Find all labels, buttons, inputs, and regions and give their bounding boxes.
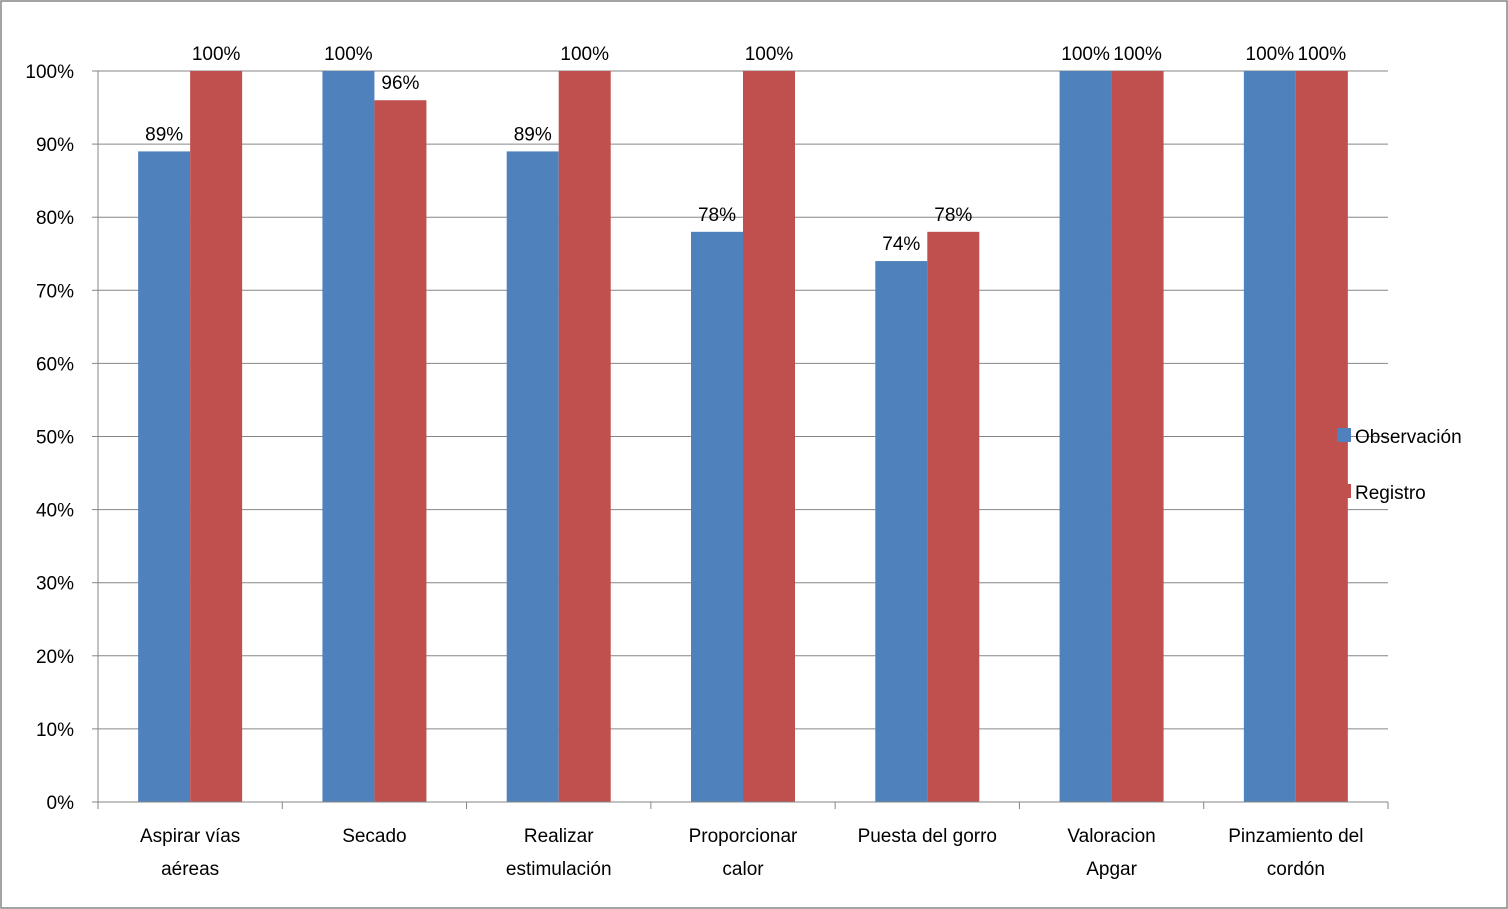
- legend-swatch: [1337, 428, 1351, 442]
- legend-label: Registro: [1355, 483, 1426, 504]
- y-tick-label: 90%: [36, 135, 74, 156]
- data-label: 100%: [1113, 44, 1162, 65]
- y-axis-tick-labels: 0% 10% 20% 30% 40% 50% 60% 70% 80% 90% 100%: [25, 62, 74, 814]
- bar-observacion: [506, 151, 559, 802]
- bar-observacion: [875, 261, 928, 802]
- data-label: 96%: [381, 73, 419, 94]
- data-label: 100%: [1246, 44, 1295, 65]
- axes: [92, 70, 1389, 809]
- bar-registro: [1111, 71, 1164, 802]
- bar-observacion: [322, 71, 375, 802]
- x-category-label: Aspirar vías aéreas: [140, 826, 240, 880]
- y-tick-label: 100%: [25, 62, 74, 83]
- data-label: 89%: [514, 124, 552, 145]
- x-category-label: Proporcionar calor: [689, 826, 798, 880]
- y-tick-label: 20%: [36, 647, 74, 668]
- data-label: 78%: [698, 205, 736, 226]
- bar-registro: [190, 71, 243, 802]
- data-label: 100%: [192, 44, 241, 65]
- bars: [138, 71, 1348, 803]
- data-label: 100%: [560, 44, 609, 65]
- data-label: 100%: [324, 44, 373, 65]
- data-labels: 89%100% 100%96%89%100%78%100%74%78%100% 10…: [145, 44, 1346, 255]
- x-category-label: Puesta del gorro: [858, 826, 997, 847]
- bar-registro: [374, 100, 427, 803]
- bar-registro: [558, 71, 611, 802]
- y-tick-label: 30%: [36, 574, 74, 595]
- data-label: 78%: [934, 205, 972, 226]
- bar-registro: [743, 71, 795, 802]
- bar-observacion: [138, 151, 191, 802]
- legend: Observación Registro: [1337, 427, 1462, 504]
- y-tick-label: 80%: [36, 208, 74, 229]
- data-label: 89%: [145, 124, 183, 145]
- x-category-label: Secado: [342, 826, 406, 847]
- y-tick-label: 60%: [36, 354, 74, 375]
- y-tick-label: 70%: [36, 281, 74, 302]
- x-category-label: Realizar estimulación: [506, 826, 612, 880]
- x-axis-category-labels: Aspirar vías aéreas Secado Realizar estimula…: [140, 826, 1363, 880]
- data-label: 100%: [1298, 44, 1347, 65]
- data-label: 100%: [1061, 44, 1110, 65]
- data-label: 74%: [882, 234, 920, 255]
- bar-observacion: [691, 231, 743, 802]
- y-tick-label: 0%: [47, 793, 75, 814]
- y-tick-label: 10%: [36, 720, 74, 741]
- y-tick-label: 40%: [36, 501, 74, 522]
- bar-registro: [927, 231, 980, 802]
- bar-observacion: [1243, 71, 1296, 802]
- data-label: 100%: [745, 44, 794, 65]
- x-category-label: Valoracion Apgar: [1067, 826, 1155, 880]
- x-category-label: Pinzamiento del cordón: [1228, 826, 1363, 880]
- y-tick-label: 50%: [36, 428, 74, 449]
- bar-observacion: [1059, 71, 1112, 802]
- legend-label: Observación: [1355, 427, 1462, 448]
- legend-swatch: [1337, 484, 1351, 498]
